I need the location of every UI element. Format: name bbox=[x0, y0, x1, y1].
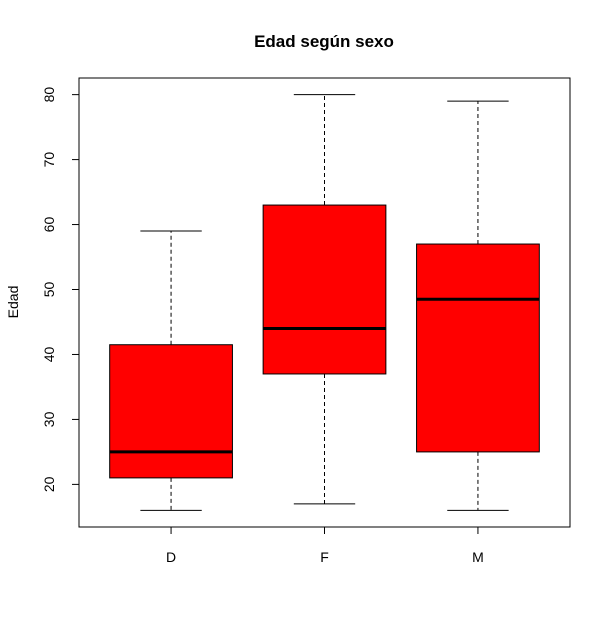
box-D bbox=[109, 230, 233, 511]
x-tick-label: D bbox=[166, 549, 176, 565]
y-tick-label: 70 bbox=[41, 152, 57, 168]
y-tick-label: 40 bbox=[41, 346, 57, 362]
y-tick-label: 30 bbox=[41, 411, 57, 427]
x-tick-label: F bbox=[320, 549, 329, 565]
box-F bbox=[262, 94, 387, 505]
box-rect bbox=[416, 243, 540, 453]
x-tick-label: M bbox=[472, 549, 484, 565]
y-tick-label: 80 bbox=[41, 87, 57, 103]
y-axis-label: Edad bbox=[5, 286, 21, 319]
chart-title: Edad según sexo bbox=[254, 32, 394, 51]
y-axis: 20 30 40 50 60 70 80 bbox=[41, 87, 80, 492]
box-rect bbox=[109, 344, 233, 479]
y-tick-label: 20 bbox=[41, 476, 57, 492]
y-tick-label: 50 bbox=[41, 282, 57, 298]
boxes-group bbox=[109, 94, 540, 511]
box-M bbox=[416, 100, 540, 511]
box-rect bbox=[262, 204, 387, 375]
y-tick-label: 60 bbox=[41, 217, 57, 233]
